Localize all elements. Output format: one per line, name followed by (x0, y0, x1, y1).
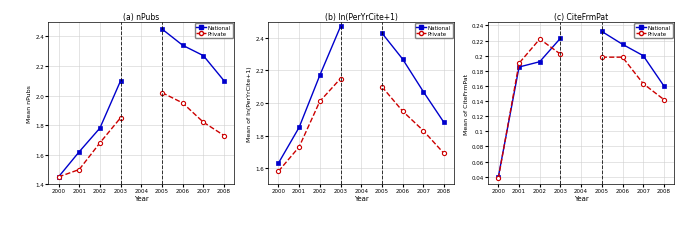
X-axis label: Year: Year (574, 195, 588, 201)
X-axis label: Year: Year (354, 195, 369, 201)
Legend: National, Private: National, Private (634, 24, 673, 38)
Legend: National, Private: National, Private (195, 24, 233, 38)
X-axis label: Year: Year (134, 195, 149, 201)
Y-axis label: Mean of ln(PerYrCite+1): Mean of ln(PerYrCite+1) (248, 66, 252, 141)
Y-axis label: Mean nPubs: Mean nPubs (28, 85, 32, 122)
Title: (c) CiteFrmPat: (c) CiteFrmPat (554, 13, 608, 22)
Title: (a) nPubs: (a) nPubs (123, 13, 160, 22)
Title: (b) ln(PerYrCite+1): (b) ln(PerYrCite+1) (325, 13, 398, 22)
Legend: National, Private: National, Private (415, 24, 453, 38)
Y-axis label: Mean of CiteFrmPat: Mean of CiteFrmPat (464, 73, 469, 134)
